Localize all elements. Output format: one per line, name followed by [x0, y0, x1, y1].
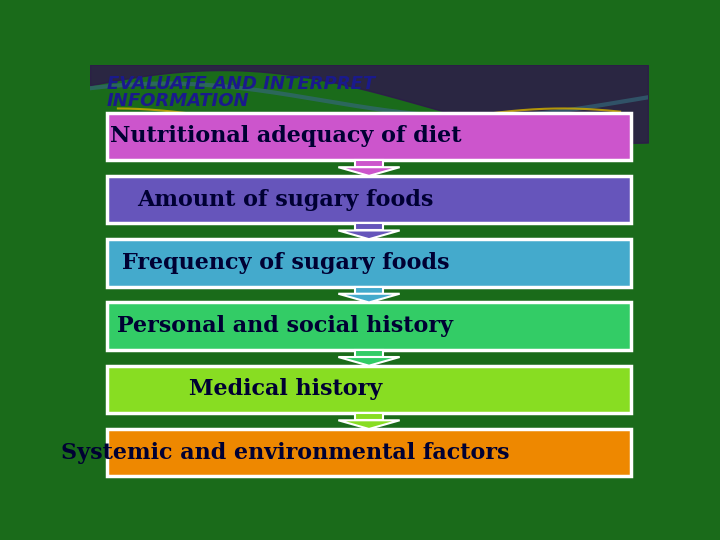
Polygon shape	[355, 413, 383, 420]
Text: Frequency of sugary foods: Frequency of sugary foods	[122, 252, 449, 274]
Polygon shape	[338, 357, 400, 366]
Text: Medical history: Medical history	[189, 379, 382, 401]
Text: EVALUATE AND INTERPRET: EVALUATE AND INTERPRET	[107, 75, 375, 93]
Text: Systemic and environmental factors: Systemic and environmental factors	[61, 442, 510, 464]
Polygon shape	[355, 224, 383, 231]
Polygon shape	[338, 294, 400, 302]
Polygon shape	[355, 350, 383, 357]
Text: INFORMATION: INFORMATION	[107, 92, 249, 110]
FancyBboxPatch shape	[107, 239, 631, 287]
Polygon shape	[338, 167, 400, 176]
Polygon shape	[338, 231, 400, 239]
Polygon shape	[355, 287, 383, 294]
Polygon shape	[355, 160, 383, 167]
FancyBboxPatch shape	[107, 176, 631, 224]
FancyBboxPatch shape	[107, 366, 631, 413]
FancyBboxPatch shape	[107, 302, 631, 350]
Text: Personal and social history: Personal and social history	[117, 315, 454, 337]
FancyBboxPatch shape	[107, 429, 631, 476]
FancyBboxPatch shape	[107, 113, 631, 160]
Text: Nutritional adequacy of diet: Nutritional adequacy of diet	[109, 125, 461, 147]
Text: Amount of sugary foods: Amount of sugary foods	[137, 188, 433, 211]
Polygon shape	[338, 420, 400, 429]
